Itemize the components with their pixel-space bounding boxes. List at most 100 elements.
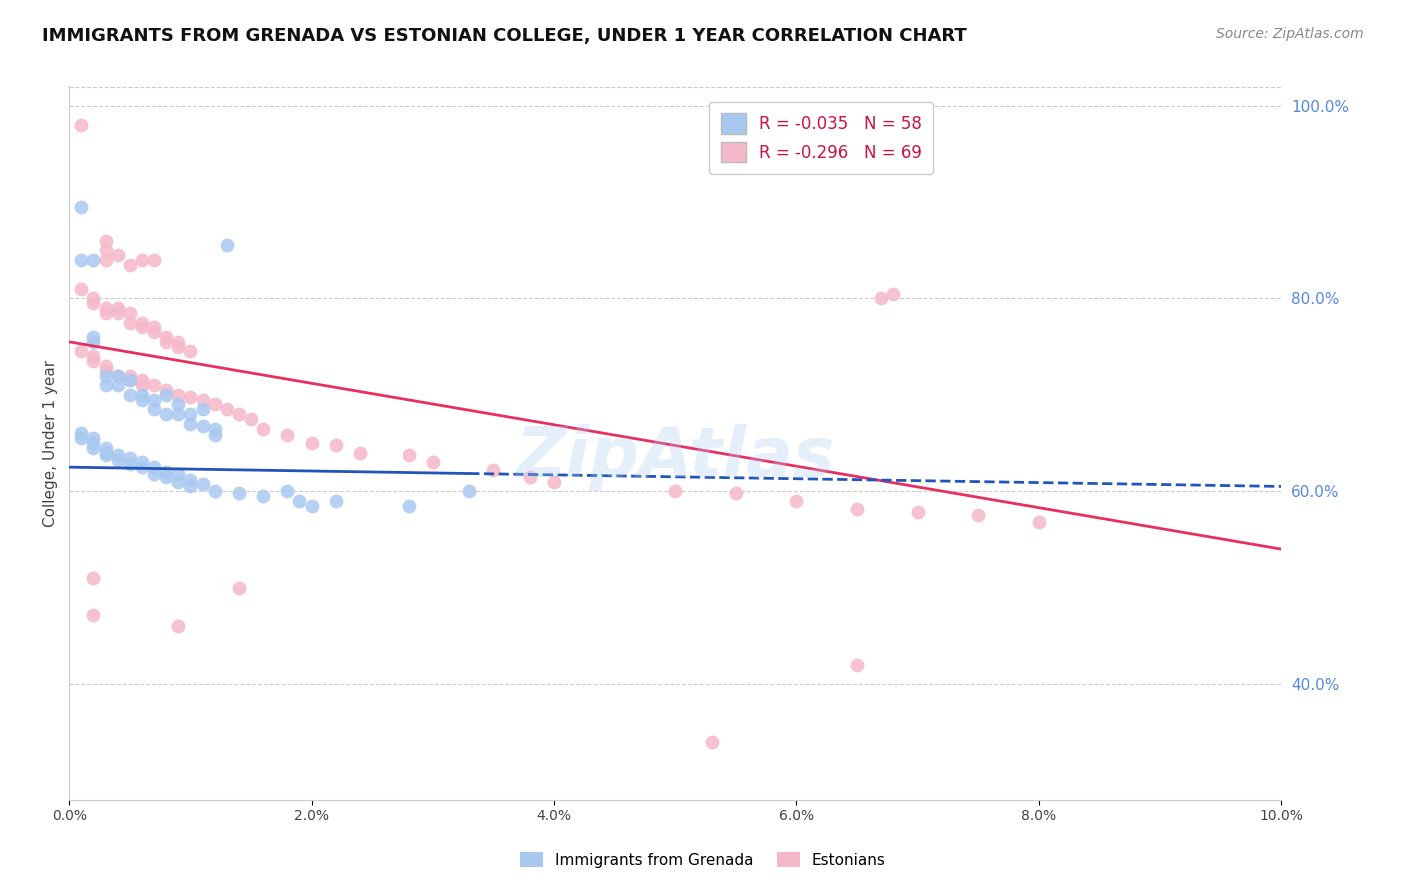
Point (155, 470, 177, 484)
Point (143, 378, 166, 392)
Point (82, 436, 104, 450)
Point (398, 499, 420, 513)
Point (167, 475, 190, 489)
Point (94, 448, 117, 462)
Point (70, 200, 93, 214)
Point (70, 282, 93, 296)
Point (70, 344, 93, 359)
Point (143, 467, 166, 481)
Point (131, 388, 153, 402)
Point (907, 506, 929, 520)
Point (94, 306, 117, 320)
Point (543, 475, 565, 489)
Point (785, 494, 807, 508)
Point (107, 453, 129, 467)
Point (107, 248, 129, 262)
Point (301, 499, 323, 513)
Point (70, 426, 93, 441)
Point (215, 402, 238, 417)
Point (288, 494, 311, 508)
Point (301, 436, 323, 450)
Text: IMMIGRANTS FROM GRENADA VS ESTONIAN COLLEGE, UNDER 1 YEAR CORRELATION CHART: IMMIGRANTS FROM GRENADA VS ESTONIAN COLL… (42, 27, 967, 45)
Point (118, 306, 141, 320)
Point (82, 252, 104, 267)
Point (325, 438, 347, 452)
Point (107, 368, 129, 383)
Point (118, 258, 141, 272)
Point (131, 392, 153, 407)
Point (107, 368, 129, 383)
Point (107, 378, 129, 392)
Point (179, 407, 201, 421)
Point (398, 448, 420, 462)
Point (228, 486, 250, 500)
Point (179, 479, 201, 493)
Point (143, 392, 166, 407)
Point (167, 467, 190, 481)
Point (82, 334, 104, 349)
Point (845, 501, 868, 516)
Point (118, 373, 141, 387)
Point (482, 463, 505, 477)
Legend: Immigrants from Grenada, Estonians: Immigrants from Grenada, Estonians (515, 846, 891, 873)
Point (191, 392, 214, 407)
Point (240, 412, 263, 426)
Point (1028, 515, 1050, 529)
Point (204, 428, 226, 442)
Point (82, 441, 104, 455)
Point (94, 446, 117, 460)
Point (967, 508, 990, 523)
Point (94, 252, 117, 267)
Point (191, 418, 214, 433)
Point (70, 252, 93, 267)
Point (228, 407, 250, 421)
Point (870, 292, 893, 306)
Point (94, 378, 117, 392)
Point (118, 388, 141, 402)
Point (204, 397, 226, 411)
Point (94, 244, 117, 258)
Point (167, 334, 190, 349)
Point (82, 330, 104, 344)
Point (191, 402, 214, 417)
Point (82, 292, 104, 306)
Y-axis label: College, Under 1 year: College, Under 1 year (44, 359, 58, 526)
Point (845, 657, 868, 672)
Point (179, 344, 201, 359)
Point (349, 446, 371, 460)
Point (422, 455, 444, 469)
Point (204, 421, 226, 435)
Point (82, 296, 104, 310)
Point (82, 349, 104, 363)
Point (664, 484, 686, 499)
Point (131, 460, 153, 475)
Point (82, 431, 104, 445)
Point (82, 571, 104, 585)
Point (252, 489, 274, 503)
Point (155, 383, 177, 397)
Point (143, 252, 166, 267)
Point (143, 325, 166, 339)
Point (143, 320, 166, 334)
Point (276, 428, 298, 442)
Point (131, 316, 153, 330)
Point (167, 619, 190, 633)
Legend: R = -0.035   N = 58, R = -0.296   N = 69: R = -0.035 N = 58, R = -0.296 N = 69 (709, 102, 934, 174)
Point (882, 286, 904, 301)
Point (131, 252, 153, 267)
Point (118, 450, 141, 465)
Point (107, 448, 129, 462)
Point (155, 388, 177, 402)
Point (131, 320, 153, 334)
Point (94, 301, 117, 315)
Point (276, 484, 298, 499)
Point (118, 368, 141, 383)
Point (204, 484, 226, 499)
Point (118, 373, 141, 387)
Point (143, 402, 166, 417)
Point (82, 354, 104, 368)
Point (167, 388, 190, 402)
Point (191, 476, 214, 491)
Point (94, 368, 117, 383)
Point (155, 465, 177, 479)
